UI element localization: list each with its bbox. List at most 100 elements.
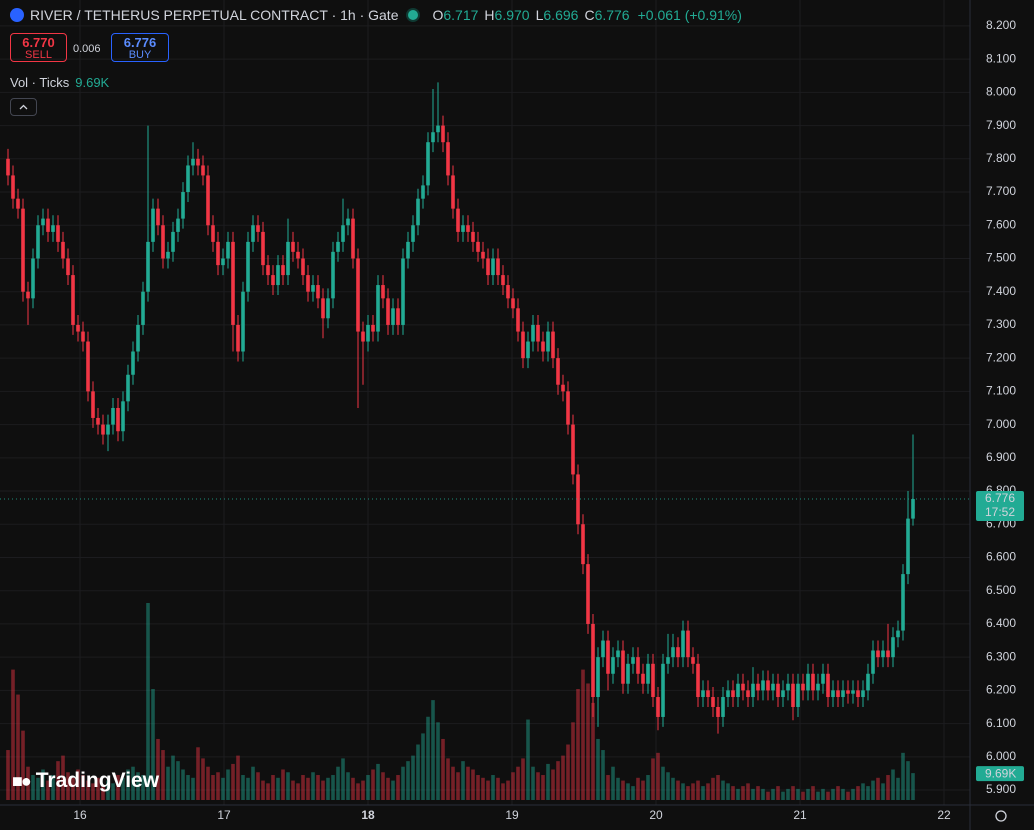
volume-bar [436,722,440,800]
volume-bar [311,772,315,800]
volume-bar [891,769,895,800]
volume-bar [196,747,200,800]
candle-body [691,657,695,664]
volume-bar [341,758,345,800]
candle-body [66,258,70,276]
volume-bar [256,772,260,800]
volume-bar [486,780,490,800]
volume-bar [531,766,535,800]
candle-body [506,285,510,299]
volume-bar [896,777,900,800]
buy-button[interactable]: 6.776 BUY [111,33,169,62]
y-tick-label: 7.500 [986,251,1016,265]
volume-bar [621,780,625,800]
volume-bar [581,669,585,800]
y-tick-label: 7.400 [986,284,1016,298]
volume-bar [646,775,650,800]
candle-body [196,158,200,166]
x-tick-label: 21 [793,808,807,822]
volume-bar [126,769,130,800]
volume-bar [626,783,630,800]
volume-bar [556,761,560,800]
volume-bar [736,788,740,800]
volume-bar [551,769,555,800]
volume-bar [231,763,235,800]
collapse-button[interactable] [10,98,37,116]
candle-body [736,683,740,698]
volume-bar [441,738,445,800]
volume-bar [791,786,795,800]
volume-bar [741,786,745,800]
volume-bar [106,780,110,800]
candle-body [76,324,80,332]
volume-bar [381,772,385,800]
volume-bar [226,769,230,800]
watermark-text: TradingView [35,769,160,792]
candle-body [271,275,275,286]
volume-bar [651,758,655,800]
candle-body [576,474,580,525]
y-tick-label: 5.900 [986,782,1016,796]
candle-body [221,258,225,266]
candle-body [876,650,880,658]
volume-bar [606,775,610,800]
candle-body [36,225,40,259]
ohlc-key: C [584,7,595,23]
candle-body [456,208,460,232]
volume-bar [141,775,145,800]
volume-bar [816,791,820,800]
volume-bar [321,780,325,800]
volume-bar [366,775,370,800]
volume-bar [286,772,290,800]
candle-body [796,683,800,707]
volume-bar [241,775,245,800]
candle-body [561,384,565,392]
candle-body [766,680,770,691]
sell-button[interactable]: 6.770 SELL [10,33,67,62]
volume-bar [396,775,400,800]
settings-icon[interactable] [995,810,1007,822]
market-status [408,10,419,20]
volume-bar [876,777,880,800]
volume-bar [826,791,830,800]
volume-bar [866,786,870,800]
volume-bar [641,780,645,800]
volume-bar [21,730,25,800]
volume-bar [161,750,165,800]
candle-body [296,251,300,259]
candle-body [316,285,320,299]
volume-bar [706,783,710,800]
candle-body [126,374,130,402]
volume-bar [46,780,50,800]
volume-bar [386,777,390,800]
volume-bar [796,788,800,800]
candle-body [91,391,95,418]
candle-body [591,623,595,698]
volume-bar [151,689,155,800]
ohlc-key: O [432,7,444,23]
volume-bar [696,780,700,800]
volume-bar [831,788,835,800]
candle-body [786,683,790,691]
volume-bar [911,773,915,800]
volume-bar [716,775,720,800]
candle-body [351,218,355,259]
candle-body [371,324,375,332]
y-tick-label: 7.600 [986,217,1016,231]
y-tick-label: 6.500 [986,583,1016,597]
volume-bar [541,775,545,800]
volume-bar [726,783,730,800]
candle-body [31,258,35,299]
x-tick-label: 20 [649,808,663,822]
candle-body [801,683,805,691]
candle-body [511,298,515,309]
candle-body [486,258,490,276]
volume-bar [406,761,410,800]
candle-body [756,683,760,691]
candle-body [836,690,840,698]
symbol-title[interactable]: RIVER / TETHERUS PERPETUAL CONTRACT · 1h… [30,7,399,23]
candle-body [61,241,65,259]
volume-bar [26,766,30,800]
volume-bar [41,769,45,800]
